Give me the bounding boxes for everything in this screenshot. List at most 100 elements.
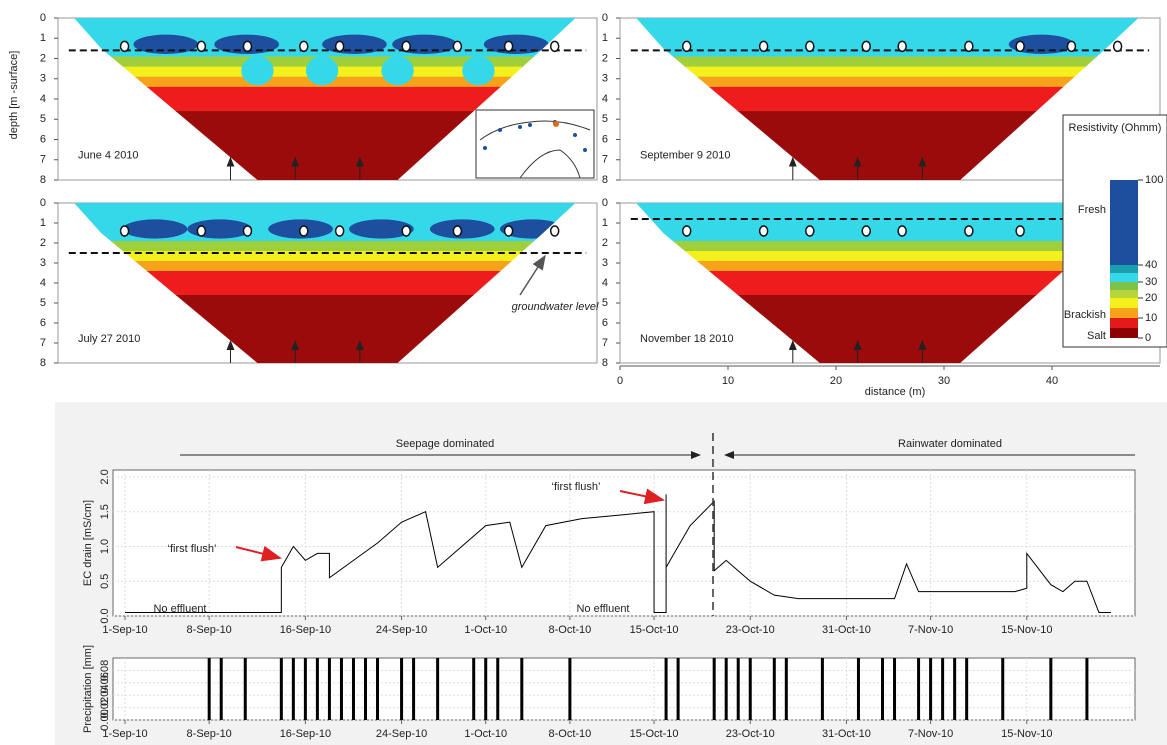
- y-axis-label: Precipitation [mm]: [82, 645, 94, 733]
- seepage-plume: [241, 56, 274, 86]
- annotation: No effluent: [153, 603, 206, 615]
- inset-coast: [479, 120, 591, 179]
- depth-tick-label: 5: [40, 113, 46, 125]
- precip-bar: [327, 658, 331, 720]
- depth-tick-label: 5: [602, 113, 608, 125]
- y-tick-label: 0.06: [99, 672, 111, 693]
- resistivity-band: [74, 261, 576, 272]
- annotation: Rainwater dominated: [898, 438, 1002, 450]
- depth-tick-label: 4: [40, 93, 46, 105]
- depth-tick-label: 3: [40, 73, 46, 85]
- seepage-plume: [305, 56, 339, 86]
- precip-bar: [568, 658, 572, 720]
- electrode: [1066, 40, 1077, 53]
- depth-tick-label: 4: [602, 93, 608, 105]
- electrode: [964, 225, 974, 237]
- electrode: [964, 40, 974, 53]
- depth-tick-label: 2: [602, 52, 608, 64]
- x-tick-label: 8-Oct-10: [548, 624, 591, 636]
- fresh-lens: [429, 219, 495, 239]
- x-tick-label: 1-Oct-10: [464, 728, 507, 740]
- x-tick-label: 7-Nov-10: [908, 728, 953, 740]
- resistivity-band: [636, 261, 1139, 272]
- electrode: [119, 40, 130, 53]
- electrode: [1112, 40, 1123, 53]
- colorbar-segment: [1110, 298, 1138, 308]
- resistivity-band: [636, 76, 1139, 88]
- colorbar-segment: [1110, 308, 1138, 318]
- electrode: [549, 225, 560, 237]
- electrode: [242, 225, 253, 237]
- x-tick-label: 15-Oct-10: [630, 624, 679, 636]
- x-tick-label: 1-Oct-10: [464, 624, 507, 636]
- depth-tick-label: 7: [40, 337, 46, 349]
- precip-bar: [520, 658, 524, 720]
- panel-date: September 9 2010: [640, 150, 731, 162]
- x-tick-label: 15-Nov-10: [1001, 728, 1052, 740]
- panel-date: July 27 2010: [78, 333, 140, 345]
- depth-tick-label: 2: [40, 52, 46, 64]
- electrode: [119, 225, 130, 237]
- depth-tick-label: 2: [602, 237, 608, 249]
- flush-arrow: [235, 545, 282, 562]
- annotation: ‘first flush’: [168, 543, 217, 555]
- electrode: [1015, 40, 1025, 53]
- electrode: [897, 40, 907, 53]
- precip-bar: [965, 658, 969, 720]
- x-tick-label: 15-Nov-10: [1001, 624, 1052, 636]
- precip-bar: [820, 658, 824, 720]
- colorbar-segment: [1110, 290, 1138, 298]
- electrode: [196, 40, 207, 53]
- electrode: [401, 225, 411, 237]
- resistivity-band: [636, 18, 1139, 58]
- depth-tick-label: 8: [40, 357, 46, 369]
- precip-bar: [484, 658, 488, 720]
- colorbar-segment: [1110, 318, 1138, 328]
- electrode: [861, 40, 871, 53]
- ec-line: [125, 494, 1111, 614]
- inset-site: [553, 121, 559, 127]
- y-tick-label: 1.5: [99, 504, 111, 519]
- precip-bar: [496, 658, 500, 720]
- plot-area: [112, 657, 1136, 721]
- annotation: No effluent: [576, 603, 629, 615]
- x-tick-label: 15-Oct-10: [630, 728, 679, 740]
- fresh-lens: [1008, 34, 1074, 55]
- electrode: [299, 40, 309, 53]
- x-tick-label: 16-Sep-10: [280, 624, 331, 636]
- depth-tick-label: 6: [40, 133, 46, 145]
- precip-bar: [400, 658, 404, 720]
- precip-bar: [953, 658, 957, 720]
- electrode: [334, 225, 345, 237]
- distance-tick-label: 0: [617, 375, 623, 387]
- y-tick-label: 0.0: [99, 608, 111, 623]
- fresh-lens: [483, 34, 549, 55]
- electrode: [861, 225, 871, 237]
- precip-bar: [472, 658, 476, 720]
- x-tick-label: 8-Oct-10: [548, 728, 591, 740]
- x-tick-label: 31-Oct-10: [822, 624, 871, 636]
- depth-tick-label: 0: [602, 197, 608, 209]
- colorbar-class: Salt: [1087, 330, 1106, 342]
- precip-bar: [351, 658, 355, 720]
- resistivity-band: [636, 203, 1139, 242]
- precip-bar: [772, 658, 776, 720]
- seepage-plume: [462, 56, 495, 86]
- y-tick-label: 0.00: [99, 709, 111, 730]
- y-tick-label: 0.08: [99, 660, 111, 681]
- depth-tick-label: 1: [40, 217, 46, 229]
- x-tick-label: 23-Oct-10: [726, 728, 775, 740]
- electrode: [334, 40, 345, 53]
- precip-bar: [315, 658, 319, 720]
- x-tick-label: 8-Sep-10: [187, 728, 232, 740]
- depth-tick-label: 6: [602, 317, 608, 329]
- resistivity-band: [636, 241, 1139, 252]
- depth-tick-label: 8: [40, 174, 46, 186]
- depth-axis-label: depth [m -surface]: [8, 51, 20, 140]
- panel-date: November 18 2010: [640, 333, 734, 345]
- precip-bar: [219, 658, 223, 720]
- electrode: [452, 40, 463, 53]
- depth-tick-label: 8: [602, 357, 608, 369]
- resistivity-band: [74, 241, 576, 252]
- depth-tick-label: 1: [602, 217, 608, 229]
